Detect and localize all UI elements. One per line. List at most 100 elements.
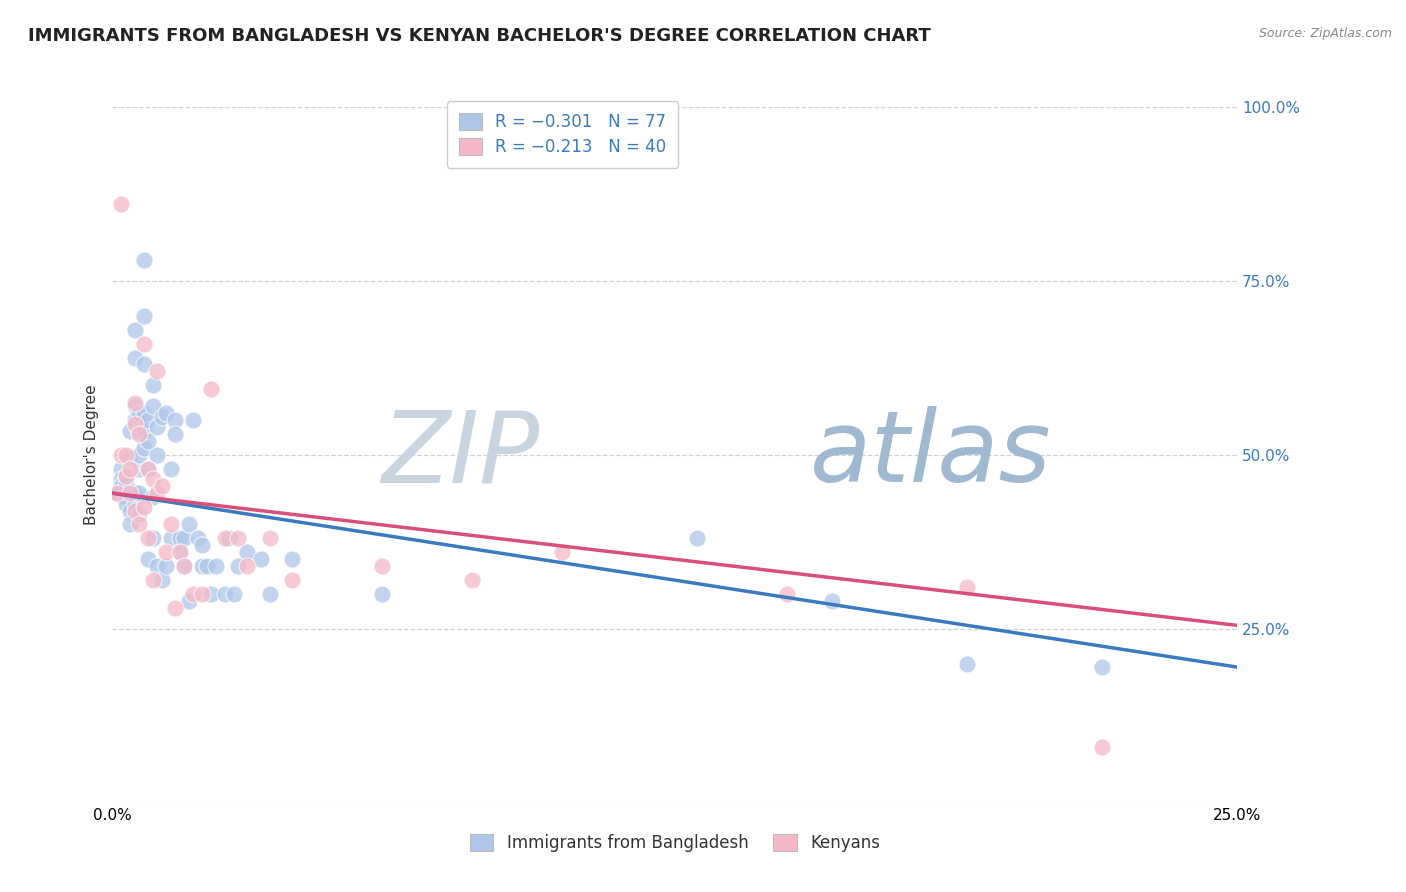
Text: Source: ZipAtlas.com: Source: ZipAtlas.com — [1258, 27, 1392, 40]
Point — [551, 545, 574, 559]
Point — [281, 552, 304, 566]
Point — [146, 364, 169, 378]
Point — [236, 559, 259, 574]
Point — [138, 532, 160, 546]
Point — [165, 427, 187, 442]
Point — [1091, 660, 1114, 674]
Point — [132, 309, 155, 323]
Point — [128, 507, 150, 521]
Point — [115, 490, 138, 504]
Point — [120, 424, 142, 438]
Point — [110, 448, 132, 462]
Point — [146, 486, 169, 500]
Point — [120, 451, 142, 466]
Point — [132, 441, 155, 455]
Point — [222, 587, 245, 601]
Point — [124, 413, 146, 427]
Point — [259, 532, 281, 546]
Point — [105, 486, 128, 500]
Point — [132, 406, 155, 420]
Text: atlas: atlas — [810, 407, 1052, 503]
Point — [371, 587, 394, 601]
Point — [128, 462, 150, 476]
Point — [138, 413, 160, 427]
Point — [146, 559, 169, 574]
Point — [173, 532, 195, 546]
Point — [142, 472, 165, 486]
Y-axis label: Bachelor's Degree: Bachelor's Degree — [83, 384, 98, 525]
Point — [150, 573, 173, 587]
Point — [124, 486, 146, 500]
Point — [173, 559, 195, 574]
Point — [165, 413, 187, 427]
Point — [461, 573, 484, 587]
Point — [259, 587, 281, 601]
Point — [228, 532, 250, 546]
Point — [132, 336, 155, 351]
Point — [191, 559, 214, 574]
Point — [115, 486, 138, 500]
Point — [120, 462, 142, 476]
Point — [128, 448, 150, 462]
Text: ZIP: ZIP — [381, 407, 540, 503]
Point — [138, 462, 160, 476]
Point — [191, 538, 214, 552]
Point — [1091, 740, 1114, 755]
Point — [120, 503, 142, 517]
Point — [115, 468, 138, 483]
Point — [205, 559, 228, 574]
Point — [218, 532, 240, 546]
Point — [120, 517, 142, 532]
Point — [200, 382, 222, 396]
Point — [183, 587, 205, 601]
Point — [956, 657, 979, 671]
Point — [132, 253, 155, 268]
Text: IMMIGRANTS FROM BANGLADESH VS KENYAN BACHELOR'S DEGREE CORRELATION CHART: IMMIGRANTS FROM BANGLADESH VS KENYAN BAC… — [28, 27, 931, 45]
Point — [124, 417, 146, 431]
Point — [128, 406, 150, 420]
Point — [146, 420, 169, 434]
Point — [191, 587, 214, 601]
Point — [228, 559, 250, 574]
Point — [155, 559, 177, 574]
Point — [124, 399, 146, 413]
Point — [165, 601, 187, 615]
Point — [115, 468, 138, 483]
Point — [160, 462, 183, 476]
Point — [371, 559, 394, 574]
Point — [142, 378, 165, 392]
Point — [686, 532, 709, 546]
Point — [187, 532, 209, 546]
Point — [956, 580, 979, 594]
Point — [160, 532, 183, 546]
Point — [110, 197, 132, 211]
Point — [110, 479, 132, 493]
Point — [150, 409, 173, 424]
Point — [110, 472, 132, 486]
Point — [120, 486, 142, 500]
Point — [128, 424, 150, 438]
Point — [146, 448, 169, 462]
Point — [128, 517, 150, 532]
Point — [138, 462, 160, 476]
Point — [110, 462, 132, 476]
Point — [177, 594, 200, 608]
Point — [195, 559, 218, 574]
Point — [214, 532, 236, 546]
Point — [138, 552, 160, 566]
Point — [115, 497, 138, 511]
Point — [169, 545, 191, 559]
Legend: Immigrants from Bangladesh, Kenyans: Immigrants from Bangladesh, Kenyans — [458, 822, 891, 864]
Point — [128, 486, 150, 500]
Point — [142, 490, 165, 504]
Point — [183, 413, 205, 427]
Point — [173, 559, 195, 574]
Point — [132, 424, 155, 438]
Point — [142, 399, 165, 413]
Point — [115, 475, 138, 490]
Point — [821, 594, 844, 608]
Point — [200, 587, 222, 601]
Point — [281, 573, 304, 587]
Point — [155, 406, 177, 420]
Point — [776, 587, 799, 601]
